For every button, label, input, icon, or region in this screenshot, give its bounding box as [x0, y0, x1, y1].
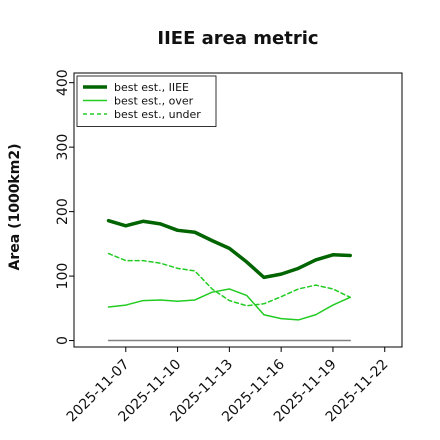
- y-axis: 0 100 200 300 400: [55, 69, 74, 345]
- legend-label: best est., under: [114, 108, 201, 121]
- y-tick-label: 0: [55, 336, 71, 345]
- y-axis-label: Area (1000km2): [7, 144, 23, 271]
- y-tick-label: 300: [55, 134, 71, 161]
- plot-frame: [73, 72, 403, 348]
- series-line-1: [107, 288, 351, 321]
- y-tick-label: 400: [55, 69, 71, 96]
- x-axis: 2025-11-072025-11-102025-11-132025-11-16…: [64, 347, 392, 425]
- y-tick-label: 100: [55, 263, 71, 290]
- series-line-0: [106, 218, 352, 280]
- chart-title: IIEE area metric: [157, 28, 318, 49]
- y-tick-label: 200: [55, 198, 71, 225]
- legend-label: best est., over: [114, 95, 194, 108]
- plot-area: [106, 218, 352, 342]
- legend-label: best est., IIEE: [114, 81, 189, 94]
- series-line-2: [107, 252, 351, 307]
